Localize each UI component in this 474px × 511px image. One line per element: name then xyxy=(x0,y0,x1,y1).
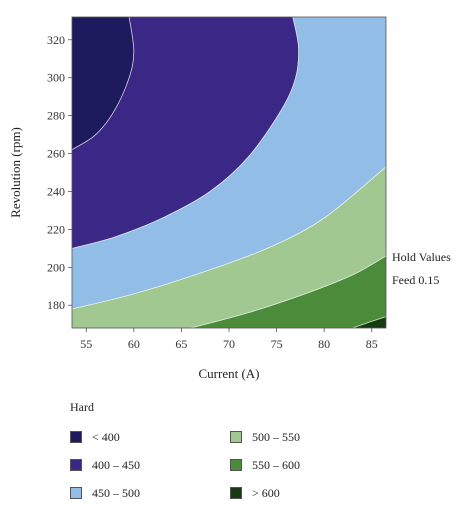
y-tick-label: 320 xyxy=(47,33,65,47)
y-axis-label: Revolution (rpm) xyxy=(8,127,23,218)
y-tick-label: 240 xyxy=(47,184,65,198)
legend-items: < 400 500 – 550 400 – 450 550 – 600 450 … xyxy=(70,429,470,501)
x-tick-label: 65 xyxy=(175,337,187,351)
legend-swatch xyxy=(230,431,242,443)
contour-line xyxy=(352,316,386,328)
hold-values-title: Hold Values xyxy=(392,250,451,264)
legend-label: < 400 xyxy=(92,429,120,444)
contour-line xyxy=(72,166,386,310)
contour-line xyxy=(190,255,386,328)
legend-label: 500 – 550 xyxy=(252,429,300,444)
legend-label: 400 – 450 xyxy=(92,457,140,472)
legend-swatch xyxy=(70,431,82,443)
legend-swatch xyxy=(70,459,82,471)
legend-item: < 400 xyxy=(70,429,230,445)
legend-label: 450 – 500 xyxy=(92,485,140,500)
legend-swatch xyxy=(230,487,242,499)
legend-item: 550 – 600 xyxy=(230,457,390,473)
legend-swatch xyxy=(230,459,242,471)
x-tick-label: 60 xyxy=(128,337,140,351)
legend-item: 400 – 450 xyxy=(70,457,230,473)
y-tick-label: 180 xyxy=(47,298,65,312)
legend-item: 500 – 550 xyxy=(230,429,390,445)
x-tick-label: 75 xyxy=(271,337,283,351)
y-tick-label: 200 xyxy=(47,260,65,274)
legend-label: > 600 xyxy=(252,485,280,500)
x-tick-label: 55 xyxy=(80,337,92,351)
contour-region xyxy=(72,17,134,150)
contour-line xyxy=(72,17,300,249)
x-tick-label: 70 xyxy=(223,337,235,351)
y-tick-label: 300 xyxy=(47,71,65,85)
x-tick-label: 80 xyxy=(318,337,330,351)
legend: Hard < 400 500 – 550 400 – 450 550 – 600… xyxy=(70,400,470,501)
legend-title: Hard xyxy=(70,400,94,414)
y-tick-label: 220 xyxy=(47,222,65,236)
legend-item: > 600 xyxy=(230,485,390,501)
y-tick-label: 280 xyxy=(47,109,65,123)
hold-values-feed: Feed 0.15 xyxy=(392,273,440,287)
x-axis-label: Current (A) xyxy=(198,366,259,381)
legend-label: 550 – 600 xyxy=(252,457,300,472)
x-tick-label: 85 xyxy=(366,337,378,351)
contour-line xyxy=(72,17,135,151)
legend-item: 450 – 500 xyxy=(70,485,230,501)
y-tick-label: 260 xyxy=(47,147,65,161)
legend-swatch xyxy=(70,487,82,499)
contour-chart: 55 60 65 70 75 80 85 180200220240260280300320 … xyxy=(8,16,387,381)
